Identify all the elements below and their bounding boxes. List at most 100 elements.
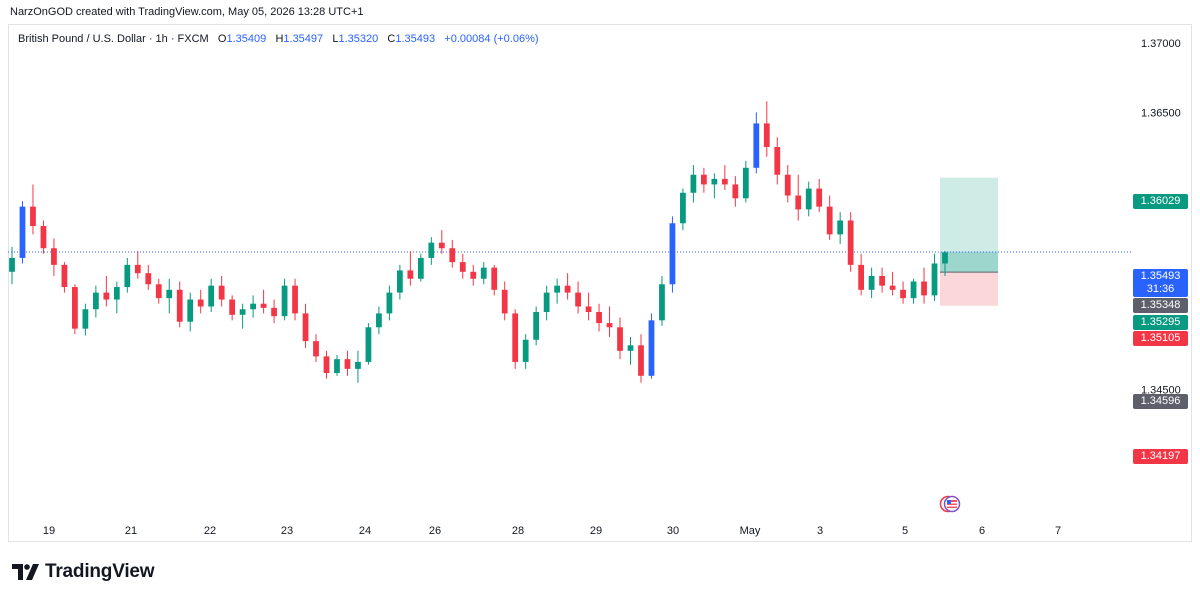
x-tick-label: 3 <box>817 525 823 537</box>
candle-body <box>40 226 47 249</box>
y-tick-label: 1.36500 <box>1141 107 1181 119</box>
candle-body <box>585 306 592 313</box>
candle-body <box>554 285 561 293</box>
y-tick-label: 1.37000 <box>1141 38 1181 50</box>
last-price-value: 1.35493 <box>1140 270 1181 282</box>
candle-body <box>271 307 277 317</box>
open-label: O <box>217 33 227 45</box>
symbol-title[interactable]: British Pound / U.S. Dollar · 1h · FXCM <box>18 33 209 45</box>
candle-body <box>596 312 602 324</box>
candle-body <box>512 313 519 362</box>
candle-body <box>606 323 613 328</box>
candle-body <box>900 289 906 299</box>
level-price-tag-green: 1.35295 <box>1133 315 1188 330</box>
candle-body <box>208 285 215 307</box>
candle-body <box>260 303 267 308</box>
candle-body <box>407 270 414 279</box>
x-tick-label: 28 <box>512 525 524 537</box>
x-tick-label: 23 <box>281 525 293 537</box>
tradingview-logo[interactable]: TradingView <box>12 561 155 583</box>
symbol-legend: British Pound / U.S. Dollar · 1h · FXCM … <box>18 33 539 45</box>
low-value: 1.35320 <box>338 33 379 45</box>
candle-body <box>617 327 623 351</box>
candle-body <box>847 220 854 265</box>
candle-body <box>564 285 571 293</box>
candle-body <box>166 289 173 299</box>
bar-countdown: 31:36 <box>1146 283 1175 295</box>
candle-body <box>522 339 529 362</box>
x-tick-label: 5 <box>902 525 908 537</box>
candle-body <box>575 292 581 307</box>
high-value: 1.35497 <box>283 33 324 45</box>
stop-loss-price-tag: 1.35105 <box>1133 331 1188 346</box>
high-label: H <box>275 33 284 45</box>
candle-body <box>690 174 697 193</box>
economic-event-flag-icon[interactable] <box>939 495 961 513</box>
candle-body <box>774 147 781 175</box>
candle-body <box>9 257 15 272</box>
close-label: C <box>387 33 396 45</box>
candle-body <box>250 303 256 310</box>
candle-body <box>627 345 634 351</box>
candle-body <box>533 312 540 340</box>
candle-body <box>889 285 896 290</box>
candle-body <box>742 167 749 199</box>
candle-body <box>92 292 99 310</box>
candle-body <box>669 223 676 285</box>
tradingview-brand: TradingView <box>45 561 155 582</box>
candle-body <box>417 257 424 279</box>
candle-body <box>292 285 298 314</box>
candle-body <box>805 188 812 210</box>
take-profit-zone <box>940 177 998 273</box>
candle-body <box>837 220 844 235</box>
candle-body <box>721 178 728 185</box>
candle-body <box>826 206 833 235</box>
candle-body <box>501 289 508 314</box>
candle-body <box>449 248 456 263</box>
candle-body <box>931 263 938 296</box>
candle-body <box>19 206 26 258</box>
candle-body <box>103 292 110 300</box>
candle-body <box>134 264 141 274</box>
candle-body <box>313 341 319 357</box>
candle-body <box>942 252 948 264</box>
candle-body <box>491 267 498 290</box>
x-tick-label: 6 <box>979 525 985 537</box>
y-tick-label: 1.34500 <box>1141 385 1181 397</box>
x-tick-label: 24 <box>359 525 371 537</box>
candle-body <box>480 267 487 279</box>
candle-body <box>732 184 739 199</box>
level-price-tag-red: 1.34197 <box>1133 449 1188 464</box>
tradingview-logo-icon <box>12 564 39 580</box>
candle-body <box>638 345 644 376</box>
stop-loss-zone <box>940 272 998 306</box>
candle-body <box>784 174 791 196</box>
candle-body <box>155 284 162 299</box>
close-value: 1.35493 <box>395 33 436 45</box>
low-label: L <box>332 33 339 45</box>
candle-body <box>543 292 550 313</box>
chart-pane[interactable] <box>8 24 1192 542</box>
candle-body <box>229 299 236 315</box>
candle-body <box>753 123 760 168</box>
x-tick-label: 30 <box>667 525 679 537</box>
candle-body <box>659 284 665 321</box>
candle-body <box>218 285 225 300</box>
candle-body <box>648 320 655 376</box>
candle-body <box>816 188 823 207</box>
candle-body <box>470 271 477 279</box>
chart-credit: NarzOnGOD created with TradingView.com, … <box>10 6 364 18</box>
candle-body <box>438 242 445 249</box>
candle-body <box>176 289 183 322</box>
candle-body <box>334 359 340 374</box>
candlestick-chart[interactable]: 1.370001.365001.350001.345001.3400019212… <box>8 24 1192 542</box>
candle-body <box>795 195 802 210</box>
candle-body <box>302 313 309 342</box>
x-tick-label: 19 <box>43 525 55 537</box>
candle-body <box>323 356 330 374</box>
x-tick-label: 22 <box>204 525 216 537</box>
current-profit-zone <box>940 251 998 273</box>
candle-body <box>680 192 686 224</box>
candle-body <box>858 264 865 290</box>
candle-body <box>82 309 89 329</box>
